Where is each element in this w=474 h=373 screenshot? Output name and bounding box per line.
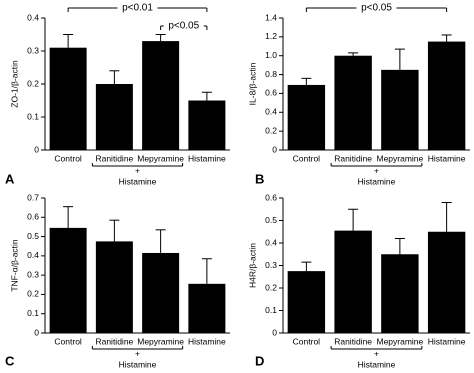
y-tick-label: 0.6 xyxy=(27,212,39,222)
x-tick-label: Mepyramine xyxy=(376,336,423,346)
x-tick-label: Control xyxy=(54,153,82,163)
group-mark: + xyxy=(135,165,140,175)
y-tick-label: 0 xyxy=(34,144,39,154)
y-tick-label: 0.2 xyxy=(265,125,277,135)
bar xyxy=(287,84,326,150)
error-bar xyxy=(109,219,120,242)
bar xyxy=(142,252,180,333)
sig-label: p<0.05 xyxy=(168,21,199,32)
y-axis-label: ZO-1/β-actin xyxy=(9,60,19,108)
y-tick-label: 0 xyxy=(272,144,277,154)
y-tick-label: 0.1 xyxy=(27,308,39,318)
y-tick-label: 1.2 xyxy=(265,31,277,41)
x-tick-label: Ranitidine xyxy=(334,153,372,163)
group-mark: + xyxy=(374,165,379,175)
sig-label-bg xyxy=(356,3,397,13)
bar xyxy=(95,241,133,333)
y-tick-label: 1.4 xyxy=(265,12,277,22)
bar xyxy=(188,283,226,333)
bar xyxy=(334,230,372,333)
sig-label: p<0.05 xyxy=(361,3,392,14)
y-tick-label: 0.3 xyxy=(27,45,39,55)
y-tick-label: 0.6 xyxy=(265,88,277,98)
y-tick-label: 0.2 xyxy=(27,289,39,299)
error-bar xyxy=(155,229,166,253)
y-tick-label: 0.4 xyxy=(27,250,39,260)
error-bar xyxy=(441,202,452,232)
group-mark: + xyxy=(135,348,140,358)
panel-label: C xyxy=(5,353,15,368)
x-tick-label: Histamine xyxy=(428,153,466,163)
y-tick-label: 0.1 xyxy=(265,305,277,315)
error-bar xyxy=(109,70,120,84)
y-axis-label: TNF-α/β-actin xyxy=(9,239,19,292)
y-tick-label: 0.7 xyxy=(27,192,39,202)
panel-label: B xyxy=(255,171,264,186)
y-tick-label: 0.3 xyxy=(27,269,39,279)
x-tick-label: Mepyramine xyxy=(137,153,184,163)
bar xyxy=(95,84,133,150)
y-tick-label: 0.5 xyxy=(265,215,277,225)
bar xyxy=(49,47,87,151)
error-bar xyxy=(155,34,166,42)
group-label: Histamine xyxy=(358,176,396,186)
x-tick-label: Control xyxy=(54,336,82,346)
y-axis-label: IL-8/β-actin xyxy=(247,62,257,105)
group-label: Histamine xyxy=(119,359,157,369)
group-mark: + xyxy=(374,348,379,358)
sig-label-bg xyxy=(117,3,158,13)
y-tick-label: 0.3 xyxy=(265,260,277,270)
x-tick-label: Ranitidine xyxy=(334,336,372,346)
error-bar xyxy=(394,48,405,70)
error-bar xyxy=(201,91,212,101)
y-tick-label: 0.1 xyxy=(27,111,39,121)
y-tick-label: 0.4 xyxy=(265,237,277,247)
y-tick-label: 1.0 xyxy=(265,50,277,60)
error-bar xyxy=(63,34,74,48)
bar xyxy=(334,55,372,150)
error-bar xyxy=(441,34,452,42)
y-tick-label: 0.2 xyxy=(265,282,277,292)
bar xyxy=(381,254,419,333)
error-bar xyxy=(63,206,74,228)
x-tick-label: Ranitidine xyxy=(95,336,133,346)
y-tick-label: 0.8 xyxy=(265,69,277,79)
x-tick-label: Histamine xyxy=(188,336,226,346)
sig-label: p<0.01 xyxy=(122,3,153,14)
panel-label: D xyxy=(255,353,264,368)
error-bar xyxy=(394,238,405,255)
bar xyxy=(49,227,87,333)
bar xyxy=(188,100,226,150)
x-tick-label: Control xyxy=(293,336,321,346)
y-tick-label: 0.4 xyxy=(265,107,277,117)
y-tick-label: 0.5 xyxy=(27,231,39,241)
y-tick-label: 0 xyxy=(34,327,39,337)
panel-label: A xyxy=(5,171,15,186)
y-tick-label: 0 xyxy=(272,327,277,337)
x-tick-label: Histamine xyxy=(188,153,226,163)
y-tick-label: 0.4 xyxy=(27,12,39,22)
sig-label-bg xyxy=(163,21,204,31)
bar xyxy=(287,271,326,333)
bar xyxy=(142,41,180,150)
bar xyxy=(427,231,466,333)
x-tick-label: Ranitidine xyxy=(95,153,133,163)
y-tick-label: 0.2 xyxy=(27,78,39,88)
error-bar xyxy=(301,261,312,272)
error-bar xyxy=(201,258,212,284)
error-bar xyxy=(348,52,359,56)
group-label: Histamine xyxy=(119,176,157,186)
group-label: Histamine xyxy=(358,359,396,369)
bar xyxy=(427,41,466,151)
y-axis-label: H4R/β-actin xyxy=(247,243,257,288)
y-tick-label: 0.6 xyxy=(265,192,277,202)
error-bar xyxy=(301,77,312,85)
bar xyxy=(381,69,419,150)
x-tick-label: Histamine xyxy=(428,336,466,346)
x-tick-label: Mepyramine xyxy=(376,153,423,163)
x-tick-label: Control xyxy=(293,153,321,163)
error-bar xyxy=(348,208,359,231)
x-tick-label: Mepyramine xyxy=(137,336,184,346)
